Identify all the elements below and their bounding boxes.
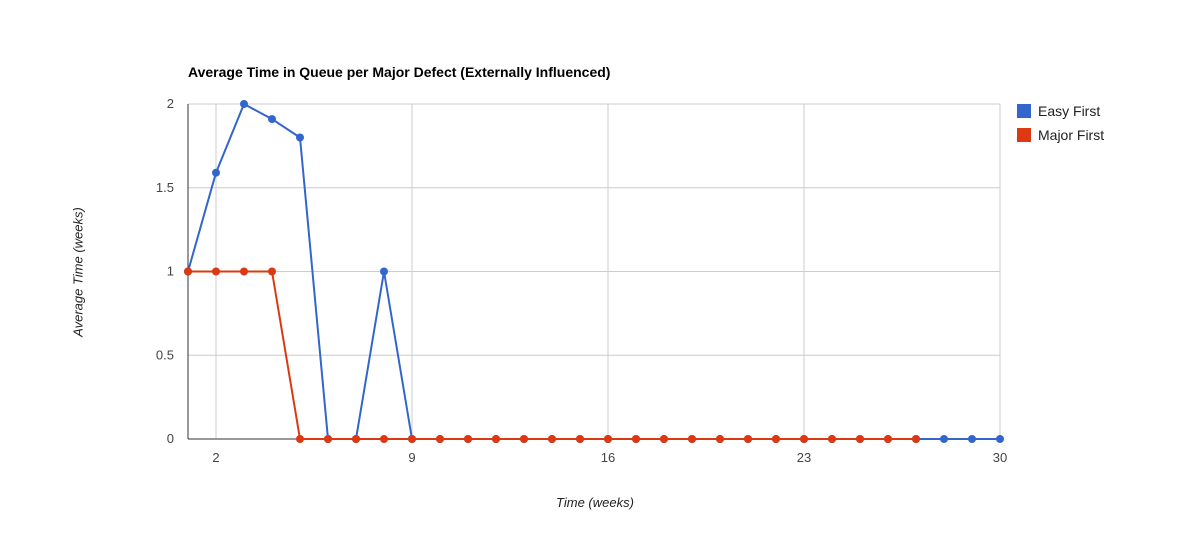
data-point-major-first <box>520 435 528 443</box>
data-point-easy-first <box>380 267 388 276</box>
y-tick-label: 1.5 <box>156 180 174 195</box>
data-point-easy-first <box>296 133 304 142</box>
data-point-major-first <box>828 435 836 443</box>
data-point-major-first <box>716 435 724 443</box>
data-point-major-first <box>772 435 780 443</box>
x-tick-label: 30 <box>993 450 1007 465</box>
y-tick-label: 0.5 <box>156 347 174 362</box>
legend: Easy First Major First <box>1017 103 1104 151</box>
data-point-major-first <box>660 435 668 443</box>
data-point-easy-first <box>996 435 1004 443</box>
data-point-major-first <box>240 267 248 276</box>
legend-label-major-first: Major First <box>1038 127 1105 143</box>
data-point-major-first <box>576 435 584 443</box>
x-tick-label: 9 <box>408 450 415 465</box>
data-point-major-first <box>352 435 360 443</box>
x-axis-label: Time (weeks) <box>556 495 634 510</box>
y-tick-label: 1 <box>167 264 174 279</box>
data-point-easy-first <box>240 100 248 108</box>
data-point-major-first <box>184 267 192 276</box>
data-point-major-first <box>296 435 304 443</box>
grid <box>188 103 1001 439</box>
data-point-major-first <box>744 435 752 443</box>
y-tick-label: 0 <box>167 431 174 446</box>
data-point-major-first <box>212 267 220 276</box>
data-point-major-first <box>884 435 892 443</box>
legend-item-easy-first[interactable]: Easy First <box>1017 103 1104 119</box>
data-point-major-first <box>324 435 332 443</box>
data-point-major-first <box>268 267 276 276</box>
data-point-major-first <box>436 435 444 443</box>
legend-label-easy-first: Easy First <box>1038 103 1101 119</box>
data-point-major-first <box>912 435 920 443</box>
data-point-major-first <box>604 435 612 443</box>
data-point-easy-first <box>212 168 220 177</box>
data-point-major-first <box>492 435 500 443</box>
x-tick-label: 2 <box>212 450 219 465</box>
data-point-easy-first <box>268 115 276 124</box>
x-tick-label: 23 <box>797 450 811 465</box>
chart-title: Average Time in Queue per Major Defect (… <box>188 64 611 80</box>
data-point-easy-first <box>940 435 948 443</box>
data-point-major-first <box>856 435 864 443</box>
data-point-major-first <box>632 435 640 443</box>
data-point-major-first <box>800 435 808 443</box>
data-point-major-first <box>380 435 388 443</box>
x-tick-label: 16 <box>601 450 615 465</box>
legend-swatch-major-first <box>1017 128 1031 142</box>
series <box>184 100 1004 443</box>
legend-swatch-easy-first <box>1017 104 1031 118</box>
data-point-major-first <box>548 435 556 443</box>
data-point-major-first <box>408 435 416 443</box>
data-point-major-first <box>688 435 696 443</box>
y-tick-label: 2 <box>167 96 174 111</box>
data-point-easy-first <box>968 435 976 443</box>
tick-labels: 0 0.5 1 1.5 2 2 9 16 23 30 <box>156 96 1007 465</box>
data-point-major-first <box>464 435 472 443</box>
legend-item-major-first[interactable]: Major First <box>1017 127 1104 143</box>
